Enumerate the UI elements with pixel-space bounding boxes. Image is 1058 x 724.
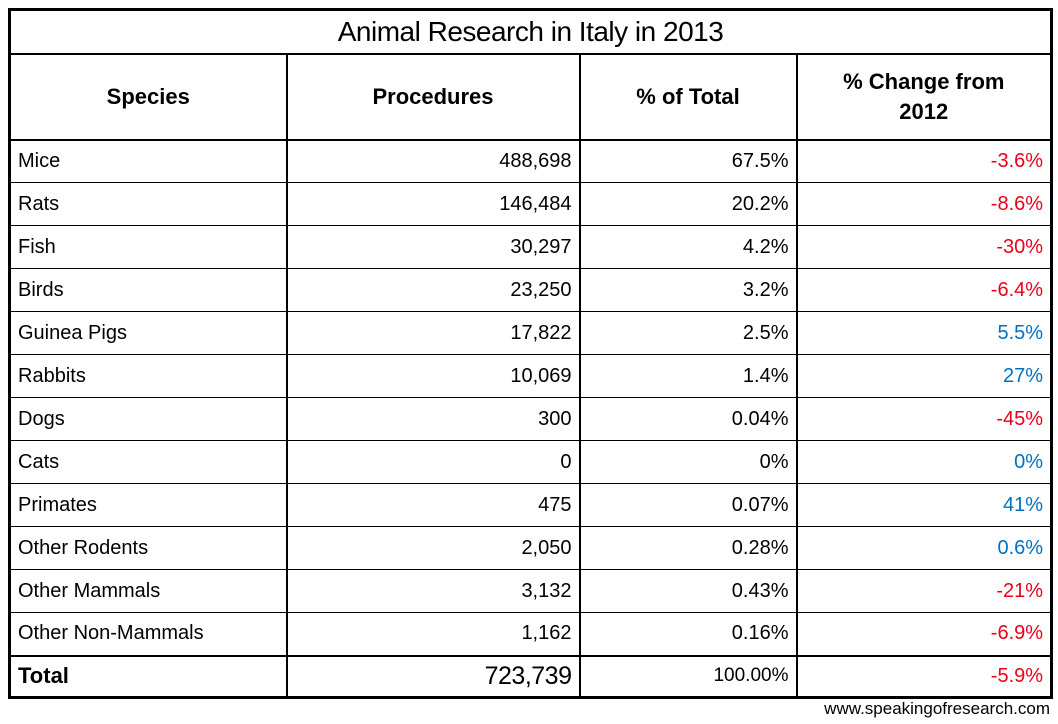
procedures-cell: 146,484 bbox=[285, 182, 580, 226]
species-cell: Guinea Pigs bbox=[9, 311, 287, 355]
total-label-cell: Total bbox=[9, 654, 287, 698]
table-row-guinea-pigs: Guinea Pigs 17,822 2.5% 5.5% bbox=[9, 311, 1053, 355]
column-header-change: % Change from 2012 bbox=[795, 53, 1053, 141]
column-header-procedures: Procedures bbox=[285, 53, 581, 141]
change-cell: 5.5% bbox=[795, 311, 1053, 355]
species-cell: Mice bbox=[9, 139, 287, 183]
procedures-cell: 300 bbox=[285, 397, 580, 441]
pct-total-cell: 0.16% bbox=[578, 612, 797, 656]
procedures-cell: 2,050 bbox=[285, 526, 580, 570]
total-pct-cell: 100.00% bbox=[578, 654, 797, 698]
procedures-cell: 488,698 bbox=[285, 139, 580, 183]
procedures-cell: 0 bbox=[285, 440, 580, 484]
table-row-other-mammals: Other Mammals 3,132 0.43% -21% bbox=[9, 569, 1053, 613]
species-cell: Other Non-Mammals bbox=[9, 612, 287, 656]
pct-total-cell: 1.4% bbox=[578, 354, 797, 398]
species-cell: Other Rodents bbox=[9, 526, 287, 570]
change-cell: -6.9% bbox=[795, 612, 1053, 656]
procedures-cell: 17,822 bbox=[285, 311, 580, 355]
species-cell: Rabbits bbox=[9, 354, 287, 398]
table-row-rabbits: Rabbits 10,069 1.4% 27% bbox=[9, 354, 1053, 398]
change-cell: -30% bbox=[795, 225, 1053, 269]
table-row-total: Total 723,739 100.00% -5.9% bbox=[9, 654, 1053, 698]
species-cell: Other Mammals bbox=[9, 569, 287, 613]
total-change-cell: -5.9% bbox=[795, 654, 1053, 698]
change-cell: 41% bbox=[795, 483, 1053, 527]
pct-total-cell: 0.28% bbox=[578, 526, 797, 570]
table-row-fish: Fish 30,297 4.2% -30% bbox=[9, 225, 1053, 269]
total-procedures-cell: 723,739 bbox=[285, 654, 580, 698]
table-row-mice: Mice 488,698 67.5% -3.6% bbox=[9, 139, 1053, 183]
change-cell: -45% bbox=[795, 397, 1053, 441]
table-row-primates: Primates 475 0.07% 41% bbox=[9, 483, 1053, 527]
pct-total-cell: 0.07% bbox=[578, 483, 797, 527]
column-header-pct-total: % of Total bbox=[578, 53, 798, 141]
species-cell: Rats bbox=[9, 182, 287, 226]
table-row-dogs: Dogs 300 0.04% -45% bbox=[9, 397, 1053, 441]
species-cell: Cats bbox=[9, 440, 287, 484]
table-row-other-non-mammals: Other Non-Mammals 1,162 0.16% -6.9% bbox=[9, 612, 1053, 656]
pct-total-cell: 67.5% bbox=[578, 139, 797, 183]
species-cell: Fish bbox=[9, 225, 287, 269]
table-title: Animal Research in Italy in 2013 bbox=[8, 9, 1053, 55]
table-row-birds: Birds 23,250 3.2% -6.4% bbox=[9, 268, 1053, 312]
pct-total-cell: 0.04% bbox=[578, 397, 797, 441]
species-cell: Primates bbox=[9, 483, 287, 527]
change-cell: -8.6% bbox=[795, 182, 1053, 226]
procedures-cell: 1,162 bbox=[285, 612, 580, 656]
species-cell: Dogs bbox=[9, 397, 287, 441]
change-cell: 0% bbox=[795, 440, 1053, 484]
pct-total-cell: 3.2% bbox=[578, 268, 797, 312]
title-row: Animal Research in Italy in 2013 bbox=[8, 9, 1053, 55]
change-cell: -3.6% bbox=[795, 139, 1053, 183]
header-row: Species Procedures % of Total % Change f… bbox=[8, 53, 1053, 141]
procedures-cell: 475 bbox=[285, 483, 580, 527]
pct-total-cell: 0.43% bbox=[578, 569, 797, 613]
table-row-cats: Cats 0 0% 0% bbox=[9, 440, 1053, 484]
procedures-cell: 23,250 bbox=[285, 268, 580, 312]
pct-total-cell: 0% bbox=[578, 440, 797, 484]
change-cell: 0.6% bbox=[795, 526, 1053, 570]
column-header-species: Species bbox=[8, 53, 288, 141]
change-cell: -6.4% bbox=[795, 268, 1053, 312]
change-cell: -21% bbox=[795, 569, 1053, 613]
species-cell: Birds bbox=[9, 268, 287, 312]
table-row-other-rodents: Other Rodents 2,050 0.28% 0.6% bbox=[9, 526, 1053, 570]
animal-research-table: Animal Research in Italy in 2013 Species… bbox=[8, 8, 1054, 699]
procedures-cell: 30,297 bbox=[285, 225, 580, 269]
procedures-cell: 10,069 bbox=[285, 354, 580, 398]
table-row-rats: Rats 146,484 20.2% -8.6% bbox=[9, 182, 1053, 226]
procedures-cell: 3,132 bbox=[285, 569, 580, 613]
pct-total-cell: 2.5% bbox=[578, 311, 797, 355]
website-url: www.speakingofresearch.com bbox=[824, 699, 1050, 718]
change-cell: 27% bbox=[795, 354, 1053, 398]
pct-total-cell: 20.2% bbox=[578, 182, 797, 226]
pct-total-cell: 4.2% bbox=[578, 225, 797, 269]
